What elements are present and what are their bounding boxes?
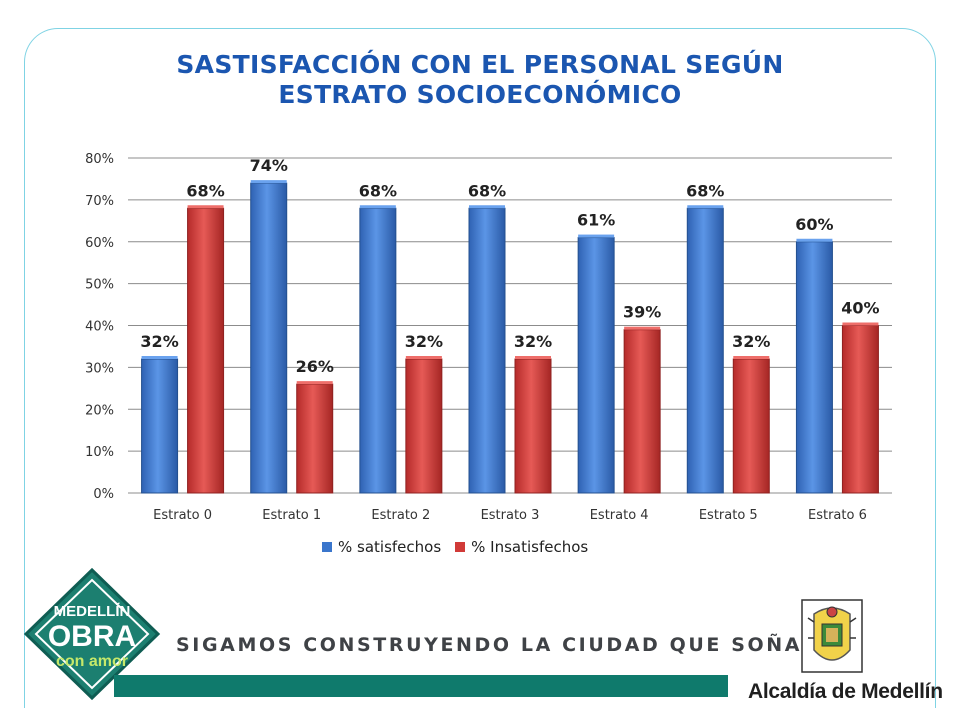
svg-text:OBRA: OBRA <box>48 620 136 653</box>
coat-of-arms-icon <box>801 599 863 673</box>
y-tick-label: 40% <box>85 320 114 335</box>
svg-text:con amor: con amor <box>56 653 128 670</box>
bar-insatisfechos-top <box>515 356 551 359</box>
bar-insatisfechos-top <box>842 322 879 326</box>
legend-label-satisfechos: % satisfechos <box>338 538 442 556</box>
data-label-satisfechos: 74% <box>250 156 288 175</box>
chart-title: SASTISFACCIÓN CON EL PERSONAL SEGÚN ESTR… <box>0 50 960 110</box>
x-tick-label: Estrato 0 <box>153 508 212 523</box>
y-tick-label: 50% <box>85 278 114 293</box>
bar-satisfechos-top <box>250 180 287 184</box>
medellin-obra-logo: MEDELLÍN OBRA con amor <box>23 567 161 701</box>
data-label-insatisfechos: 40% <box>841 299 879 318</box>
data-label-insatisfechos: 32% <box>405 332 443 351</box>
bar-insatisfechos <box>623 329 661 494</box>
brand-bar <box>114 675 728 697</box>
y-tick-label: 10% <box>85 445 114 460</box>
data-label-satisfechos: 61% <box>577 211 615 230</box>
bar-satisfechos <box>577 237 615 494</box>
chart-title-line-2: ESTRATO SOCIOECONÓMICO <box>278 80 682 109</box>
bar-insatisfechos-top <box>296 381 333 385</box>
bar-insatisfechos-top <box>733 356 770 359</box>
bar-insatisfechos <box>514 358 552 494</box>
bar-insatisfechos <box>732 358 770 494</box>
bar-satisfechos <box>359 207 397 494</box>
y-tick-label: 0% <box>93 487 114 502</box>
x-tick-label: Estrato 1 <box>262 508 321 523</box>
x-tick-label: Estrato 6 <box>808 508 867 523</box>
bar-satisfechos <box>686 207 724 494</box>
data-label-insatisfechos: 39% <box>623 303 661 322</box>
bar-insatisfechos-top <box>405 356 442 359</box>
bar-insatisfechos <box>187 207 225 494</box>
data-label-satisfechos: 32% <box>140 332 178 351</box>
bar-insatisfechos <box>405 358 443 494</box>
organization-name: Alcaldía de Medellín <box>748 680 943 703</box>
x-tick-label: Estrato 3 <box>481 508 540 523</box>
data-label-satisfechos: 68% <box>686 181 724 200</box>
bar-satisfechos-top <box>578 234 615 238</box>
y-tick-label: 70% <box>85 194 114 209</box>
y-tick-label: 60% <box>85 236 114 251</box>
legend-swatch-insatisfechos <box>455 542 466 552</box>
legend-swatch-satisfechos <box>322 542 332 552</box>
bar-satisfechos-top <box>687 205 724 209</box>
y-tick-label: 30% <box>85 361 114 376</box>
legend-label-insatisfechos: % Insatisfechos <box>471 538 589 556</box>
svg-text:MEDELLÍN: MEDELLÍN <box>54 603 131 620</box>
bar-satisfechos <box>795 241 833 494</box>
bar-satisfechos-top <box>141 356 178 359</box>
y-tick-label: 80% <box>85 152 114 167</box>
data-label-satisfechos: 68% <box>468 181 506 200</box>
bar-insatisfechos-top <box>187 205 224 209</box>
data-label-insatisfechos: 26% <box>296 357 334 376</box>
data-label-insatisfechos: 68% <box>186 181 224 200</box>
chart-title-line-1: SASTISFACCIÓN CON EL PERSONAL SEGÚN <box>176 50 784 79</box>
data-label-insatisfechos: 32% <box>514 332 552 351</box>
x-tick-label: Estrato 5 <box>699 508 758 523</box>
data-label-satisfechos: 68% <box>359 181 397 200</box>
slogan: SIGAMOS CONSTRUYENDO LA CIUDAD QUE SOÑAM… <box>176 634 859 656</box>
legend-item-insatisfechos: % Insatisfechos <box>455 538 588 556</box>
bar-insatisfechos <box>296 383 334 494</box>
bar-insatisfechos <box>841 325 879 494</box>
chart-legend: % satisfechos % Insatisfechos <box>322 536 588 558</box>
bar-satisfechos <box>141 358 179 494</box>
slide-frame <box>24 28 936 708</box>
x-tick-label: Estrato 2 <box>371 508 430 523</box>
bar-satisfechos-top <box>359 205 396 209</box>
bar-insatisfechos-top <box>624 326 661 330</box>
bar-satisfechos-top <box>469 205 505 209</box>
bar-satisfechos <box>250 182 288 494</box>
y-tick-label: 20% <box>85 403 114 418</box>
data-label-satisfechos: 60% <box>795 215 833 234</box>
bar-satisfechos-top <box>796 238 833 242</box>
bar-satisfechos <box>468 207 506 494</box>
legend-item-satisfechos: % satisfechos <box>322 538 441 556</box>
x-tick-label: Estrato 4 <box>590 508 649 523</box>
data-label-insatisfechos: 32% <box>732 332 770 351</box>
